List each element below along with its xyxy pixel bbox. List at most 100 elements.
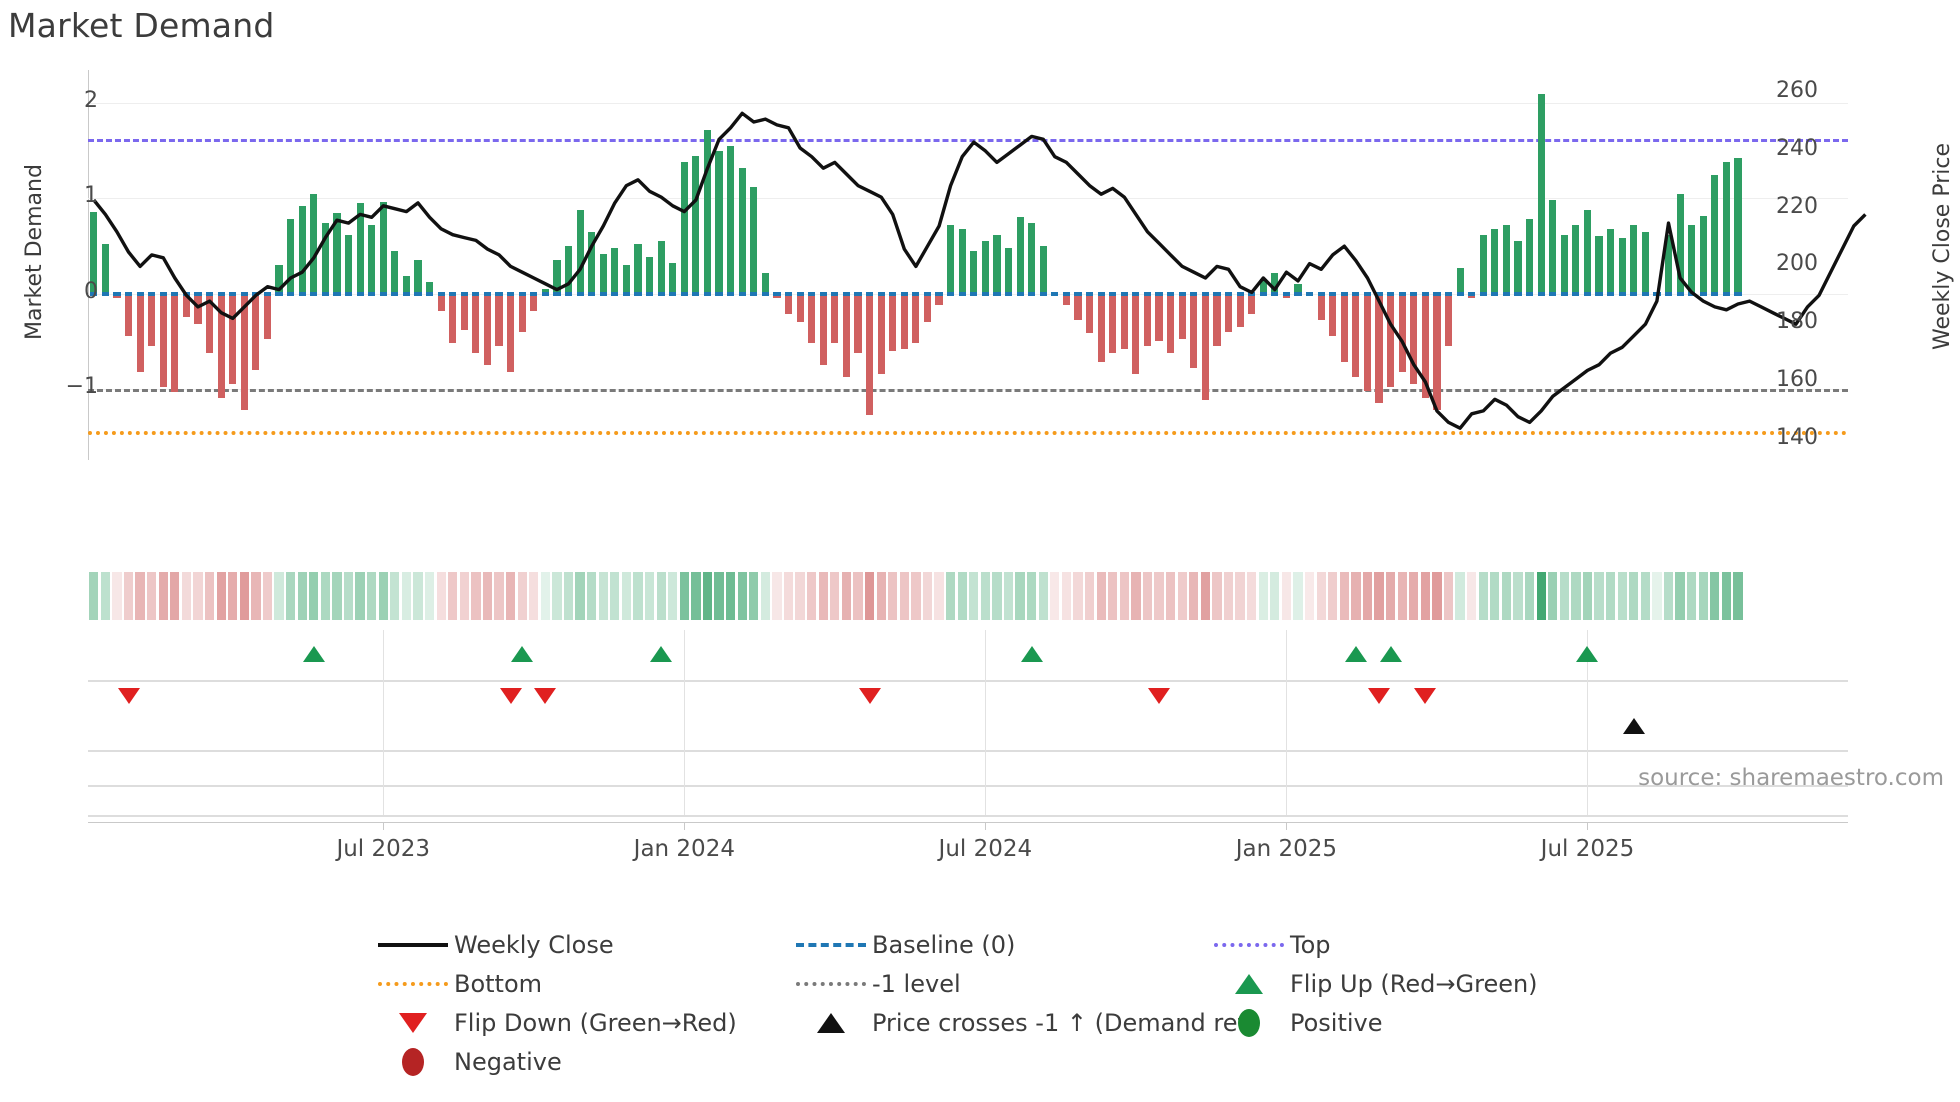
legend-item-baseline-0[interactable]: Baseline (0) [790, 925, 1208, 964]
bar [1039, 245, 1047, 294]
baseline-cap [727, 291, 735, 296]
heatmap-cell [1675, 572, 1685, 620]
bar [1294, 284, 1302, 294]
bar [1699, 215, 1707, 294]
heatmap-cell [1119, 572, 1129, 620]
bar [437, 293, 445, 311]
bar [171, 293, 179, 392]
bar [1004, 247, 1013, 294]
heatmap-cell [621, 572, 632, 620]
bar [263, 293, 272, 340]
heatmap-cell [1386, 572, 1396, 620]
heatmap-cell [1316, 572, 1326, 620]
bar [449, 293, 457, 343]
legend-item-flip-down-green-red[interactable]: Flip Down (Green→Red) [372, 1003, 790, 1042]
heatmap-cell [413, 572, 423, 620]
bar [1514, 241, 1522, 294]
heatmap-cell [1235, 572, 1245, 620]
legend-item-flip-up-red-green[interactable]: Flip Up (Red→Green) [1208, 964, 1612, 1003]
legend-key [790, 1012, 872, 1033]
baseline-cap [1340, 291, 1348, 296]
baseline-cap [692, 291, 700, 296]
x-tick-label-4: Jul 2025 [1540, 836, 1635, 862]
legend-item-weekly-close[interactable]: Weekly Close [372, 925, 790, 964]
bar [217, 293, 225, 399]
heatmap-cell [1223, 572, 1234, 620]
x-gridline-4 [1587, 630, 1589, 815]
legend-item-positive[interactable]: Positive [1208, 1003, 1612, 1042]
legend-key [1208, 973, 1290, 994]
bar [483, 293, 492, 365]
bar [1190, 293, 1198, 368]
heatmap-cell [876, 572, 886, 620]
bar [379, 202, 387, 294]
heatmap-cell [390, 572, 400, 620]
baseline-cap [495, 291, 503, 296]
baseline-cap [1282, 291, 1290, 296]
legend-item-top[interactable]: Top [1208, 925, 1612, 964]
heatmap-cell [1351, 572, 1361, 620]
heatmap-cell [1629, 572, 1639, 620]
heatmap-cell [1108, 572, 1118, 620]
legend-column-2: Baseline (0) -1 level Price crosses -1 ↑ (… [790, 925, 1255, 1042]
bar [1479, 234, 1487, 294]
baseline-cap [958, 291, 966, 296]
legend-label: Flip Up (Red→Green) [1290, 969, 1538, 998]
heatmap-cell [1571, 572, 1581, 620]
heatmap-cell [320, 572, 330, 620]
baseline-cap [1213, 291, 1221, 296]
mrow-2 [88, 750, 1848, 752]
bar [981, 241, 989, 294]
heatmap-cell [1003, 572, 1014, 620]
bar [1097, 293, 1105, 363]
baseline-cap [518, 291, 526, 296]
flip-up-marker-icon [1344, 646, 1367, 662]
legend-key [790, 981, 872, 986]
heatmap-cell [1455, 572, 1465, 620]
legend-item-bottom[interactable]: Bottom [372, 964, 790, 1003]
legend-item-negative[interactable]: Negative [372, 1042, 790, 1081]
baseline-cap [1074, 291, 1082, 296]
baseline-cap [1479, 291, 1487, 296]
baseline-cap [1387, 291, 1395, 296]
baseline-cap [981, 291, 989, 296]
legend-item-price-crosses-1-demand-ref[interactable]: Price crosses -1 ↑ (Demand ref) [790, 1003, 1255, 1042]
heatmap-cell [1084, 572, 1095, 620]
baseline-cap [1028, 291, 1036, 296]
x-tick-label-1: Jan 2024 [633, 836, 735, 862]
bar [1317, 293, 1325, 321]
legend-item-1-level[interactable]: -1 level [790, 964, 1208, 1003]
legend-label: Flip Down (Green→Red) [454, 1008, 737, 1037]
heatmap-cell [1142, 572, 1153, 620]
baseline-cap [507, 291, 515, 296]
baseline-cap [553, 291, 561, 296]
bar [564, 245, 573, 294]
baseline-cap [564, 291, 573, 296]
baseline-cap [657, 291, 665, 296]
price-cross-icon [817, 1012, 845, 1033]
heatmap-cell [1663, 572, 1674, 620]
baseline-cap [1271, 291, 1279, 296]
baseline-cap [1618, 291, 1626, 296]
baseline-cap [1097, 291, 1105, 296]
baseline-cap [148, 291, 156, 296]
heatmap-cell [1189, 572, 1199, 620]
heatmap-cell [633, 572, 643, 620]
baseline-cap [1190, 291, 1198, 296]
baseline-cap [1491, 291, 1499, 296]
bar [900, 293, 908, 349]
bar [1340, 293, 1348, 363]
baseline-cap [715, 291, 723, 296]
baseline-cap [588, 291, 596, 296]
bar [958, 228, 966, 294]
heatmap-cell [853, 572, 863, 620]
baseline-cap [333, 291, 341, 296]
baseline-cap [1375, 291, 1383, 296]
bar [402, 276, 410, 294]
bar [1618, 238, 1626, 294]
heatmap-cell [1304, 572, 1315, 620]
bar [1676, 193, 1684, 294]
bar [252, 293, 260, 370]
legend-label: Weekly Close [454, 930, 614, 959]
bar [553, 260, 561, 294]
